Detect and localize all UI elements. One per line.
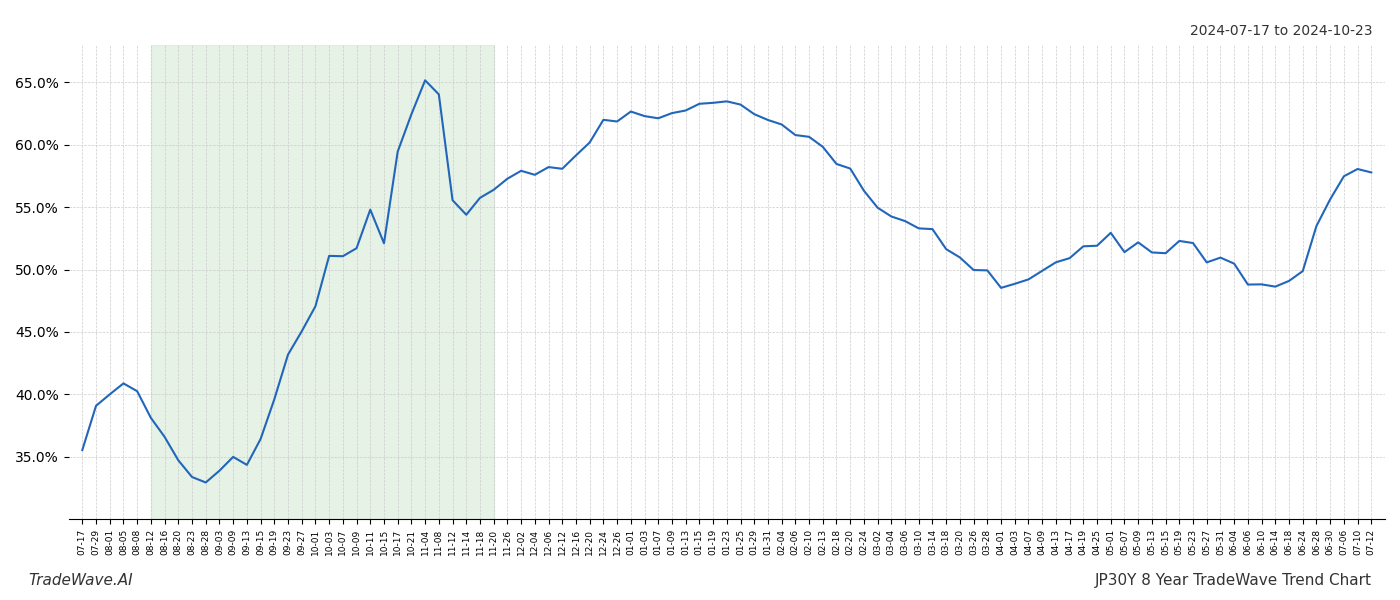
Text: 2024-07-17 to 2024-10-23: 2024-07-17 to 2024-10-23 xyxy=(1190,24,1372,38)
Text: TradeWave.AI: TradeWave.AI xyxy=(28,573,133,588)
Bar xyxy=(151,45,494,519)
Text: JP30Y 8 Year TradeWave Trend Chart: JP30Y 8 Year TradeWave Trend Chart xyxy=(1095,573,1372,588)
